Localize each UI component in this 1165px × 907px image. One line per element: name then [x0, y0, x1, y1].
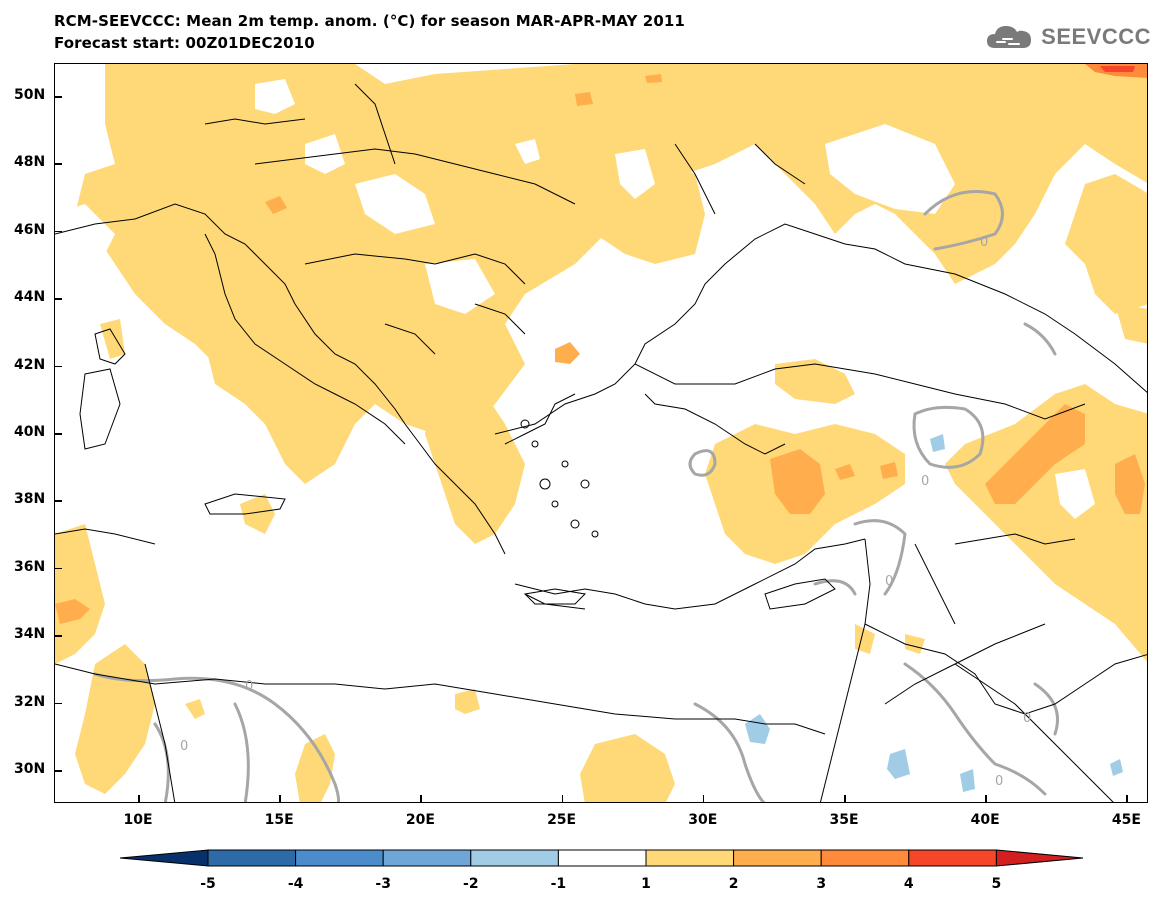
latitude-tick: [54, 96, 62, 98]
zero-contours: [93, 190, 1059, 802]
latitude-label: 30N: [14, 761, 46, 777]
latitude-tick: [54, 770, 62, 772]
colorbar-max-triangle: [995, 849, 1084, 867]
colorbar-segment: [820, 849, 910, 867]
forecast-start-subtitle: Forecast start: 00Z01DEC2010: [54, 34, 315, 52]
colorbar-segment: [645, 849, 735, 867]
longitude-label: 40E: [970, 812, 1000, 828]
latitude-label: 42N: [14, 356, 46, 373]
colorbar-tick-label: 1: [641, 876, 651, 892]
colorbar-tick-label: 5: [991, 876, 1002, 892]
colorbar-tick-label: 3: [816, 876, 827, 892]
neutral-regions: [55, 79, 1095, 519]
colorbar-tick-label: -4: [287, 876, 304, 892]
anomaly-neg-1-2-regions: [745, 434, 1123, 792]
longitude-tick: [844, 795, 846, 803]
colorbar-tick-label: -1: [550, 876, 567, 892]
longitude-label: 25E: [547, 812, 577, 828]
map-plot-area: 0 0 0 0 0 0 0: [54, 63, 1148, 803]
latitude-tick: [54, 163, 62, 165]
colorbar-segment: [557, 849, 647, 867]
contour-label: 0: [995, 774, 1003, 789]
contour-labels: 0 0 0 0 0 0 0: [180, 235, 1031, 789]
latitude-label: 46N: [14, 221, 46, 238]
contour-label: 0: [180, 739, 188, 754]
colorbar-tick-label: -2: [463, 876, 479, 892]
latitude-label: 36N: [14, 558, 46, 575]
latitude-label: 38N: [14, 491, 46, 508]
anomaly-high-regions: [1085, 64, 1147, 78]
colorbar-tick-label: -3: [375, 876, 391, 892]
aegean-islands: [520, 419, 599, 605]
colorbar-segment: [382, 849, 472, 867]
longitude-tick: [561, 795, 564, 803]
colorbar-tick-label: -5: [200, 876, 216, 892]
colorbar-min-triangle: [119, 849, 209, 867]
latitude-label: 34N: [14, 626, 46, 643]
anomaly-map: 0 0 0 0 0 0 0: [55, 64, 1147, 802]
map-title: RCM-SEEVCCC: Mean 2m temp. anom. (°C) fo…: [54, 12, 685, 30]
latitude-tick: [54, 433, 62, 435]
latitude-tick: [54, 365, 62, 368]
latitude-tick: [54, 298, 62, 300]
latitude-tick: [54, 635, 62, 637]
longitude-label: 30E: [688, 812, 718, 828]
contour-label: 0: [1023, 711, 1031, 726]
colorbar-tick-label: 4: [903, 876, 914, 892]
latitude-label: 44N: [14, 289, 46, 306]
colorbar-segment: [470, 849, 559, 867]
colorbar-segment: [733, 849, 822, 867]
anomaly-1-2-regions: [55, 64, 1147, 802]
longitude-tick: [702, 795, 705, 803]
latitude-tick: [54, 567, 62, 570]
colorbar-segment: [295, 849, 384, 867]
latitude-label: 50N: [14, 87, 46, 103]
seevccc-logo: SEEVCCC: [985, 22, 1151, 52]
colorbar-segment: [908, 849, 997, 867]
latitude-label: 48N: [14, 154, 46, 171]
longitude-label: 45E: [1111, 812, 1141, 828]
contour-label: 0: [921, 474, 929, 489]
anomaly-2-3-regions: [55, 74, 1145, 624]
longitude-tick: [279, 795, 281, 803]
contour-label: 0: [980, 235, 988, 250]
colorbar-segment: [207, 849, 297, 867]
latitude-label: 32N: [14, 693, 46, 710]
longitude-label: 10E: [123, 812, 153, 828]
coastlines-and-borders: [55, 83, 1147, 802]
latitude-tick: [54, 230, 62, 233]
longitude-tick: [420, 795, 422, 803]
longitude-tick: [1126, 795, 1128, 803]
contour-label: 0: [245, 679, 253, 694]
longitude-label: 35E: [829, 812, 859, 828]
colorbar-tick-label: 2: [728, 876, 739, 892]
latitude-label: 40N: [14, 424, 46, 440]
latitude-tick: [54, 702, 62, 705]
longitude-label: 15E: [264, 812, 294, 828]
logo-text: SEEVCCC: [1041, 24, 1151, 49]
latitude-tick: [54, 500, 62, 502]
longitude-tick: [985, 795, 987, 803]
longitude-label: 20E: [405, 812, 435, 828]
longitude-tick: [138, 795, 140, 803]
contour-label: 0: [885, 574, 893, 589]
cloud-icon: [987, 26, 1032, 48]
